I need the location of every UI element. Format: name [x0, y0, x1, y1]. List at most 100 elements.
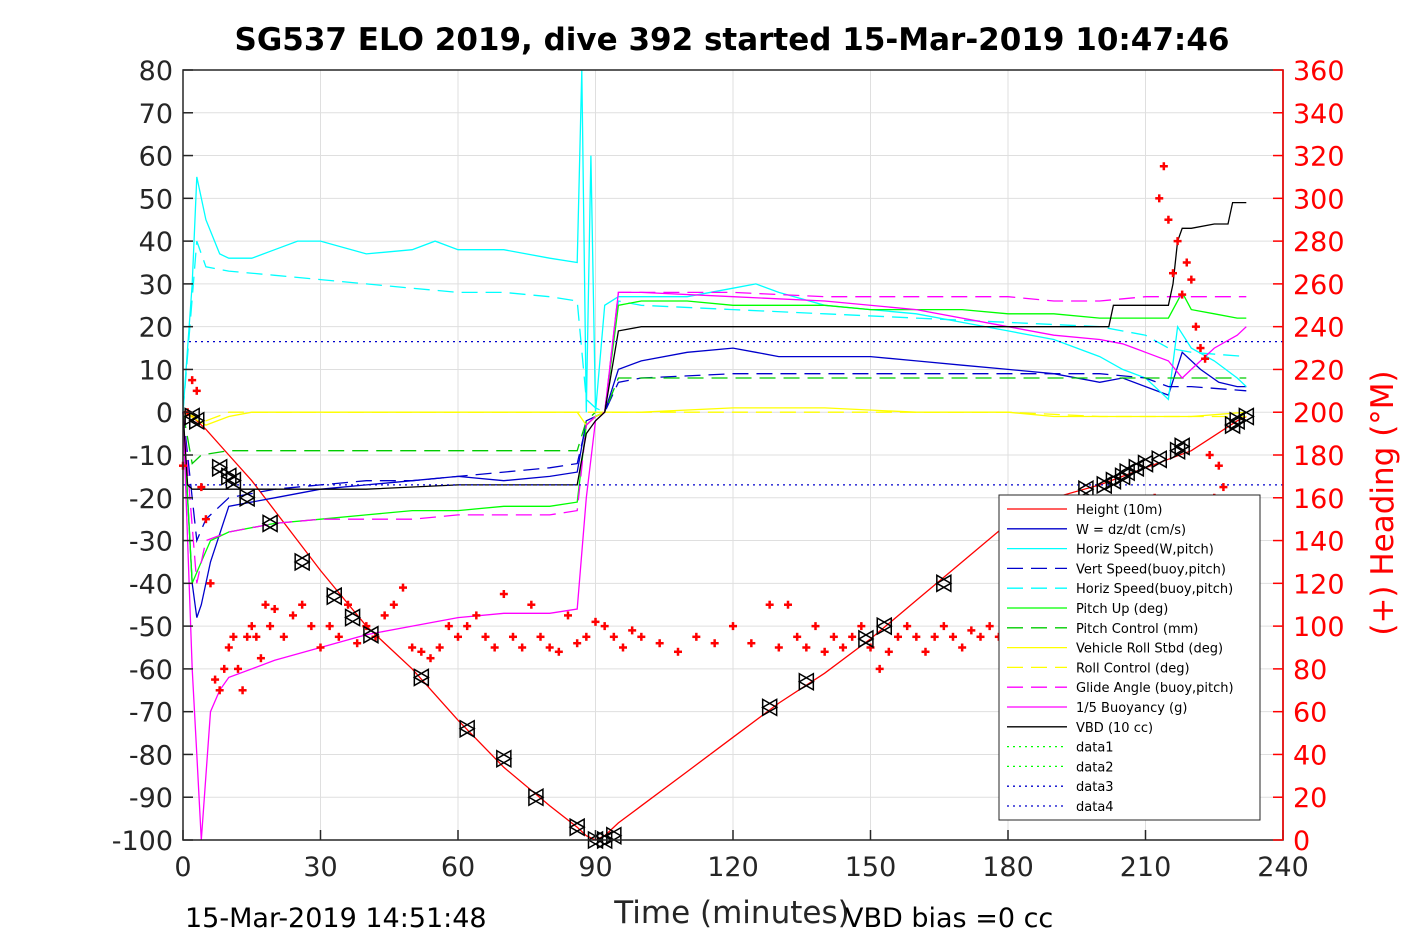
heading-point — [875, 664, 884, 673]
dive-marker — [527, 787, 545, 807]
series-line-vbd-10-cc — [182, 201, 1247, 490]
marker-triangle-left — [935, 574, 952, 593]
heading-point — [811, 622, 820, 631]
y-tick-label: -30 — [129, 527, 173, 558]
marker-triangle-left — [293, 552, 310, 572]
heading-point — [637, 632, 646, 641]
heading-point — [619, 643, 627, 652]
x-axis-label: Time (minutes) — [613, 895, 849, 931]
heading-point — [206, 579, 215, 588]
y-tick-label: -80 — [129, 740, 173, 771]
heading-point — [316, 643, 325, 652]
heading-point — [454, 632, 462, 641]
dive-marker — [1150, 449, 1168, 469]
y-right-tick-label: 320 — [1293, 142, 1345, 173]
heading-point — [463, 622, 472, 631]
x-tick-label: 30 — [303, 852, 337, 883]
heading-point — [903, 622, 912, 631]
heading-point — [1205, 451, 1214, 459]
y-right-tick-label: 40 — [1293, 740, 1327, 771]
legend-label: Vehicle Roll Stbd (deg) — [1076, 642, 1223, 657]
x-tick-label: 60 — [441, 852, 475, 883]
heading-point — [967, 626, 976, 635]
dive-marker — [261, 514, 279, 533]
heading-point — [628, 626, 637, 635]
heading-point — [564, 611, 572, 620]
heading-point — [211, 675, 220, 684]
heading-point — [247, 622, 256, 631]
heading-point — [692, 632, 701, 641]
heading-point — [417, 647, 426, 656]
y-right-tick-label: 0 — [1293, 826, 1310, 857]
heading-point — [545, 643, 554, 652]
marker-triangle-left — [344, 608, 361, 627]
heading-point — [600, 622, 609, 631]
dive-marker — [220, 467, 238, 486]
dive-marker — [797, 672, 815, 692]
legend-label: Roll Control (deg) — [1076, 661, 1190, 676]
legend-label: data2 — [1076, 760, 1114, 775]
marker-triangle-left — [1077, 479, 1094, 499]
heading-point — [220, 664, 229, 673]
heading-point — [802, 643, 811, 652]
heading-point — [518, 643, 527, 652]
y-tick-label: 30 — [139, 270, 173, 301]
marker-triangle-left — [224, 471, 242, 490]
heading-point — [985, 622, 994, 631]
x-tick-label: 120 — [707, 852, 759, 883]
marker-triangle-left — [362, 625, 379, 644]
marker-triangle-left — [188, 411, 205, 431]
y-tick-label: 80 — [139, 56, 173, 87]
heading-point — [426, 654, 435, 663]
marker-triangle-left — [1118, 462, 1135, 482]
heading-point — [774, 643, 783, 652]
x-tick-label: 210 — [1120, 852, 1172, 883]
y-tick-label: -50 — [129, 612, 173, 643]
legend-label: Glide Angle (buoy,pitch) — [1076, 681, 1234, 696]
dive-marker — [1118, 462, 1136, 482]
footer-timestamp: 15-Mar-2019 14:51:48 — [185, 903, 487, 934]
y-right-tick-label: 100 — [1293, 612, 1345, 643]
marker-triangle-left — [261, 514, 278, 533]
dive-marker — [211, 458, 229, 478]
y-tick-label: 10 — [139, 355, 173, 386]
marker-triangle-left — [1173, 437, 1190, 456]
heading-point — [1187, 275, 1196, 284]
y-right-tick-label: 260 — [1293, 270, 1345, 301]
y-right-tick-label: 240 — [1293, 313, 1345, 344]
right-axis-label: (+) Heading (°M) — [1365, 370, 1401, 635]
footer-vbd-bias: VBD bias =0 cc — [845, 903, 1053, 934]
marker-triangle-left — [1237, 407, 1255, 426]
legend-label: Pitch Up (deg) — [1076, 602, 1168, 617]
marker-triangle-left — [761, 698, 778, 717]
series-layer — [182, 69, 1283, 841]
heading-point — [444, 622, 453, 631]
y-right-tick-label: 340 — [1293, 99, 1345, 130]
y-right-tick-label: 20 — [1293, 783, 1327, 814]
y-axis-ticks: 80 70 60 50 40 30 20 10 0 -10 -20 -30 -40 -50 -60 -70 -8… — [112, 56, 193, 857]
y-right-tick-label: 180 — [1293, 441, 1345, 472]
heading-point — [192, 386, 201, 395]
y-right-tick-label: 220 — [1293, 355, 1345, 386]
dive-marker — [761, 698, 779, 717]
x-tick-label: 180 — [982, 852, 1034, 883]
dive-marker — [1228, 411, 1246, 431]
heading-point — [527, 600, 536, 609]
heading-point — [1164, 215, 1173, 224]
heading-point — [298, 600, 307, 609]
y-right-tick-label: 120 — [1293, 569, 1345, 600]
marker-triangle-left — [527, 787, 544, 807]
heading-point — [252, 632, 261, 641]
heading-point — [499, 590, 508, 599]
legend-label: W = dz/dt (cm/s) — [1076, 523, 1186, 538]
heading-point — [710, 639, 719, 648]
y-right-tick-label: 360 — [1293, 56, 1345, 87]
heading-point — [747, 639, 756, 648]
heading-point — [224, 643, 233, 652]
heading-point — [472, 611, 481, 620]
legend-label: VBD (10 cc) — [1076, 721, 1153, 736]
dive-marker — [1237, 407, 1255, 426]
series-line-horiz-speed-buoy-pitch — [182, 240, 1247, 414]
y-tick-label: -90 — [129, 783, 173, 814]
marker-triangle-left — [495, 749, 512, 769]
